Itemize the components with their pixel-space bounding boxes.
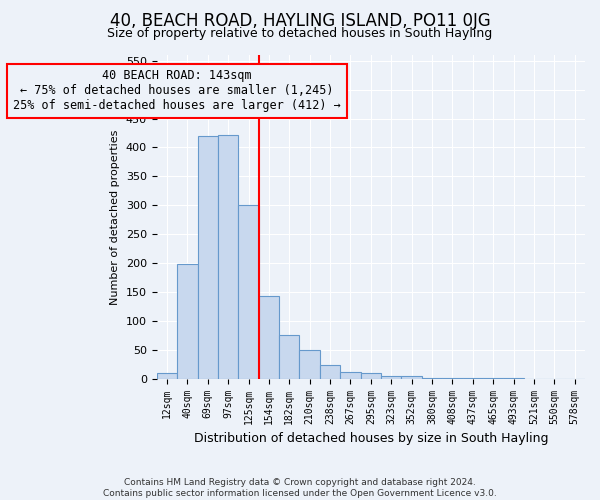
Y-axis label: Number of detached properties: Number of detached properties bbox=[110, 129, 121, 304]
Bar bbox=[299, 350, 320, 378]
Bar bbox=[218, 135, 238, 378]
Text: 40 BEACH ROAD: 143sqm
← 75% of detached houses are smaller (1,245)
25% of semi-d: 40 BEACH ROAD: 143sqm ← 75% of detached … bbox=[13, 70, 341, 112]
X-axis label: Distribution of detached houses by size in South Hayling: Distribution of detached houses by size … bbox=[194, 432, 548, 445]
Bar bbox=[238, 206, 259, 378]
Bar bbox=[361, 374, 381, 378]
Text: Contains HM Land Registry data © Crown copyright and database right 2024.
Contai: Contains HM Land Registry data © Crown c… bbox=[103, 478, 497, 498]
Text: 40, BEACH ROAD, HAYLING ISLAND, PO11 0JG: 40, BEACH ROAD, HAYLING ISLAND, PO11 0JG bbox=[110, 12, 490, 30]
Bar bbox=[340, 372, 361, 378]
Bar bbox=[157, 373, 177, 378]
Bar bbox=[279, 335, 299, 378]
Text: Size of property relative to detached houses in South Hayling: Size of property relative to detached ho… bbox=[107, 28, 493, 40]
Bar bbox=[259, 296, 279, 378]
Bar bbox=[381, 376, 401, 378]
Bar bbox=[177, 264, 197, 378]
Bar bbox=[401, 376, 422, 378]
Bar bbox=[197, 136, 218, 378]
Bar bbox=[320, 365, 340, 378]
